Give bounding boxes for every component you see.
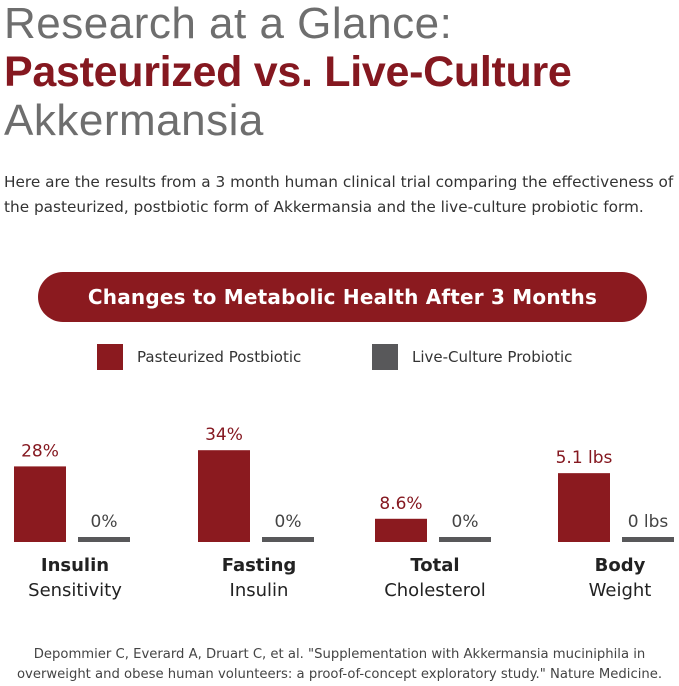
bar-live-culture-probiotic-total-cholesterol [439, 537, 491, 542]
category-label-bold: Body [594, 555, 646, 576]
bar-pasteurized-postbiotic-body-weight [558, 473, 610, 542]
bar-chart: 28% 0% 34% 0% 8.6% 0% 5.1 lbs 0 lbs [14, 425, 674, 542]
data-label-live-culture-probiotic-total-cholesterol: 0% [452, 512, 479, 532]
category-label-regular: Cholesterol [384, 580, 486, 601]
headline-line-2: Pasteurized vs. Live-Culture [4, 48, 572, 96]
bar-live-culture-probiotic-insulin-sensitivity [78, 537, 130, 542]
headline-line-3: Akkermansia [4, 96, 264, 145]
category-label-regular: Sensitivity [28, 580, 122, 601]
legend-label-pasteurized: Pasteurized Postbiotic [137, 348, 302, 366]
citation: Depommier C, Everard A, Druart C, et al.… [0, 645, 679, 685]
legend-item-pasteurized: Pasteurized Postbiotic [97, 344, 301, 370]
bar-pasteurized-postbiotic-fasting-insulin [198, 450, 250, 542]
citation-line-1: Depommier C, Everard A, Druart C, et al.… [33, 647, 646, 662]
legend-swatch-pasteurized [97, 344, 123, 370]
category-label-total-cholesterol: Total Cholesterol [365, 553, 505, 603]
bar-pasteurized-postbiotic-insulin-sensitivity [14, 466, 66, 542]
category-label-regular: Insulin [229, 580, 289, 601]
bar-live-culture-probiotic-fasting-insulin [262, 537, 314, 542]
data-label-live-culture-probiotic-body-weight: 0 lbs [628, 512, 669, 532]
legend-label-live-culture: Live-Culture Probiotic [412, 348, 573, 366]
data-label-pasteurized-postbiotic-insulin-sensitivity: 28% [21, 441, 59, 461]
category-label-fasting-insulin: Fasting Insulin [199, 553, 319, 603]
category-label-insulin-sensitivity: Insulin Sensitivity [15, 553, 135, 603]
chart-title-banner: Changes to Metabolic Health After 3 Mont… [38, 272, 647, 322]
data-label-pasteurized-postbiotic-fasting-insulin: 34% [205, 425, 243, 445]
category-label-regular: Weight [588, 580, 652, 601]
intro-text: Here are the results from a 3 month huma… [4, 173, 674, 216]
data-label-live-culture-probiotic-insulin-sensitivity: 0% [91, 512, 118, 532]
data-label-live-culture-probiotic-fasting-insulin: 0% [275, 512, 302, 532]
category-label-bold: Fasting [221, 555, 297, 576]
headline: Research at a Glance: Pasteurized vs. Li… [4, 0, 572, 146]
bar-pasteurized-postbiotic-total-cholesterol [375, 518, 427, 542]
category-label-bold: Total [410, 555, 460, 576]
bar-live-culture-probiotic-body-weight [622, 537, 674, 542]
data-label-pasteurized-postbiotic-total-cholesterol: 8.6% [379, 494, 422, 514]
headline-line-1: Research at a Glance: [4, 0, 453, 48]
legend-swatch-live-culture [372, 344, 398, 370]
citation-line-2: overweight and obese human volunteers: a… [16, 667, 663, 682]
category-label-bold: Insulin [40, 555, 110, 576]
data-label-pasteurized-postbiotic-body-weight: 5.1 lbs [556, 448, 613, 468]
legend-item-live-culture: Live-Culture Probiotic [372, 344, 572, 370]
category-label-body-weight: Body Weight [560, 553, 679, 603]
